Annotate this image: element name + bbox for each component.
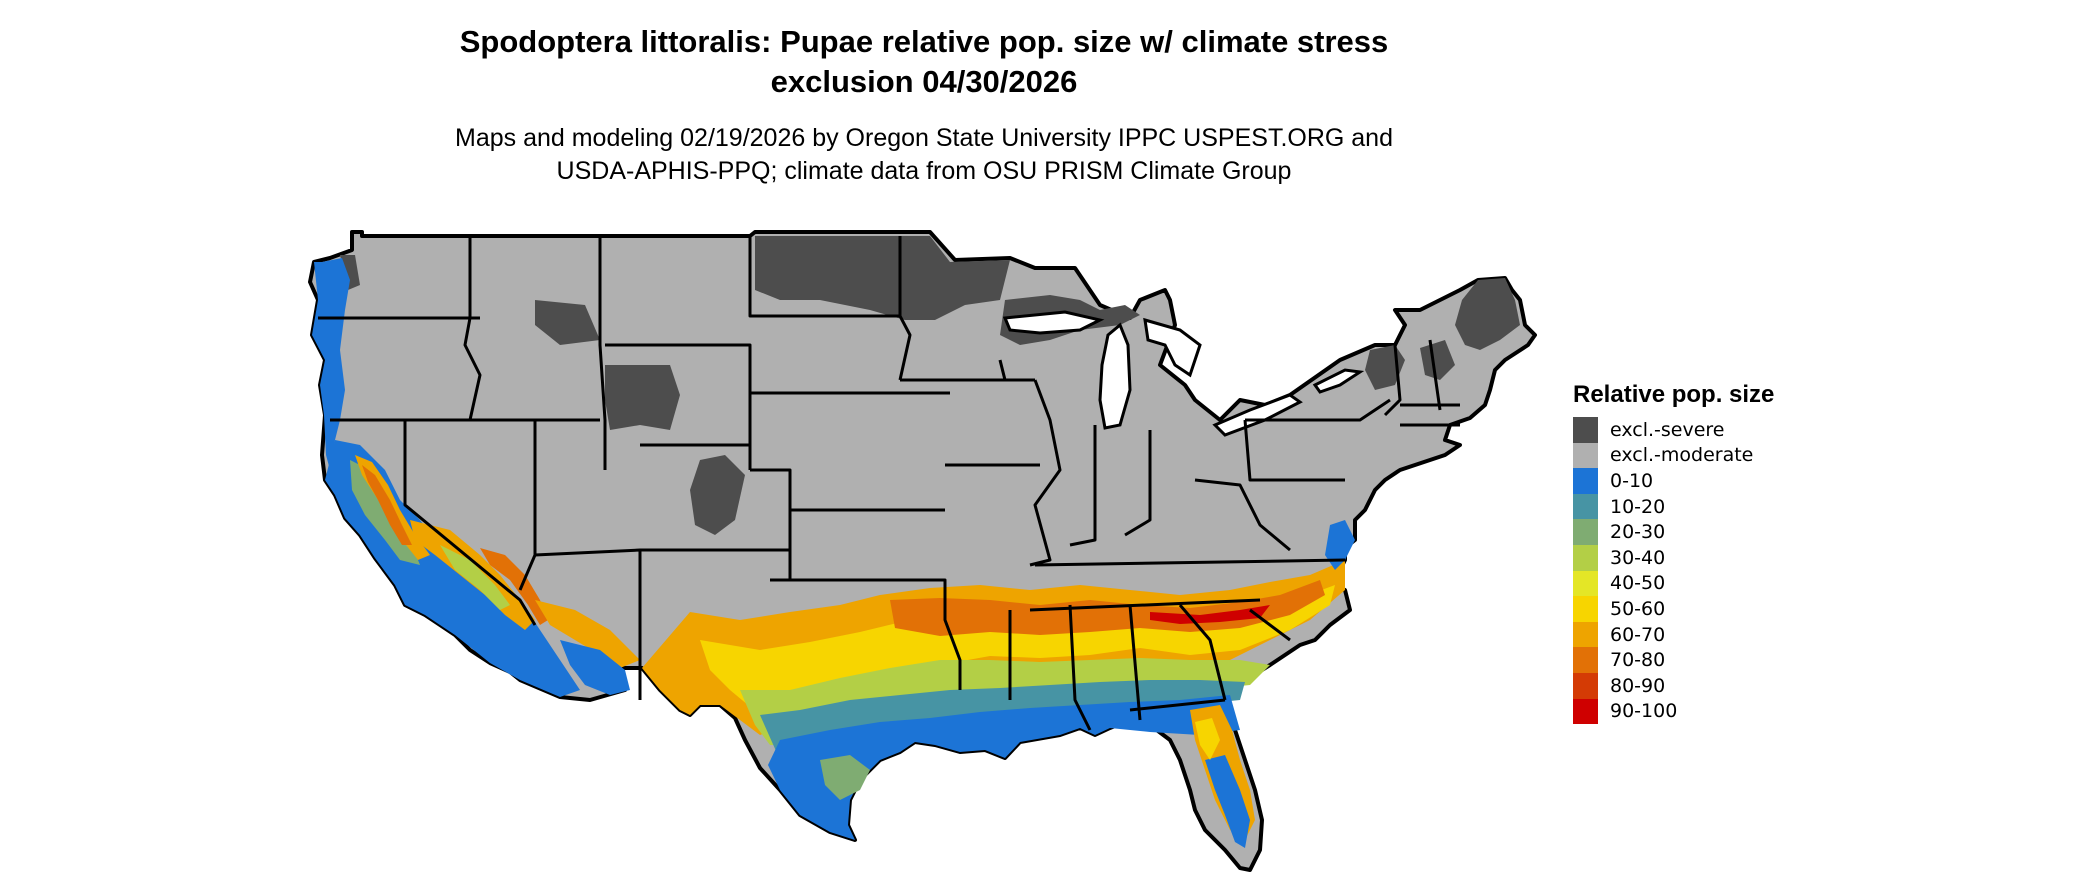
legend-swatch	[1573, 519, 1598, 545]
legend-item: excl.-moderate	[1573, 442, 1774, 469]
legend-label: 80-90	[1610, 674, 1666, 697]
state-boundaries	[318, 236, 1460, 731]
legend-swatch	[1573, 672, 1598, 699]
legend-label: 40-50	[1610, 572, 1666, 595]
us-map	[308, 230, 1537, 872]
legend-label: 50-60	[1610, 597, 1666, 620]
legend-label: 30-40	[1610, 546, 1666, 569]
map-title: Spodoptera littoralis: Pupae relative po…	[0, 22, 1848, 102]
legend-items: excl.-severe excl.-moderate 0-10 10-20 20-30…	[1573, 417, 1774, 725]
legend-swatch	[1573, 493, 1598, 520]
map-title-line-1: Spodoptera littoralis: Pupae relative po…	[459, 24, 1389, 59]
us-landmass	[308, 230, 1537, 872]
legend-label: 70-80	[1610, 649, 1666, 672]
legend-label: excl.-moderate	[1610, 444, 1754, 467]
legend-item: 50-60	[1573, 596, 1774, 622]
legend-item: 40-50	[1573, 570, 1774, 597]
map-subtitle: Maps and modeling 02/19/2026 by Oregon S…	[0, 122, 1848, 188]
west-coast-suitability	[312, 258, 640, 697]
map-subtitle-line-1: Maps and modeling 02/19/2026 by Oregon S…	[455, 124, 1393, 152]
legend-swatch	[1573, 698, 1598, 725]
legend-item: 10-20	[1573, 493, 1774, 520]
legend-label: 90-100	[1610, 700, 1678, 723]
legend-item: 0-10	[1573, 468, 1774, 494]
mid-atlantic-suitability	[1325, 520, 1355, 570]
legend-swatch	[1573, 596, 1598, 622]
great-lakes	[1002, 310, 1365, 437]
legend-label: 60-70	[1610, 623, 1666, 646]
legend-item: 70-80	[1573, 647, 1774, 673]
legend-item: 90-100	[1573, 698, 1774, 725]
legend: Relative pop. size excl.-severe excl.-mod…	[1573, 381, 1775, 725]
legend-item: 80-90	[1573, 672, 1774, 699]
map-subtitle-line-2: USDA-APHIS-PPQ; climate data from OSU PR…	[556, 157, 1292, 185]
legend-label: 0-10	[1610, 469, 1654, 492]
legend-swatch	[1573, 570, 1598, 597]
legend-item: 20-30	[1573, 519, 1774, 545]
legend-item: excl.-severe	[1573, 417, 1774, 443]
legend-swatch	[1573, 621, 1598, 648]
legend-swatch	[1573, 468, 1598, 494]
legend-label: 10-20	[1610, 495, 1666, 518]
legend-label: excl.-severe	[1610, 418, 1725, 441]
legend-swatch	[1573, 442, 1598, 469]
legend-label: 20-30	[1610, 521, 1666, 544]
legend-title: Relative pop. size	[1573, 381, 1775, 408]
map-title-line-2: exclusion 04/30/2026	[770, 64, 1078, 99]
legend-swatch	[1573, 647, 1598, 673]
legend-item: 60-70	[1573, 621, 1774, 648]
legend-swatch	[1573, 544, 1598, 571]
legend-swatch	[1573, 417, 1598, 443]
legend-item: 30-40	[1573, 544, 1774, 571]
